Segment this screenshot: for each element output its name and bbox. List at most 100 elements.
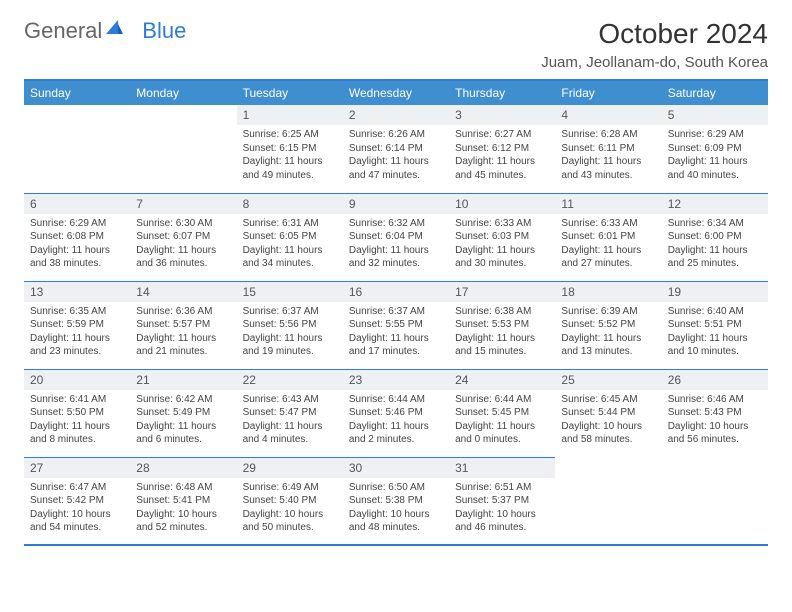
calendar-cell: 23Sunrise: 6:44 AMSunset: 5:46 PMDayligh…	[343, 369, 449, 457]
calendar-cell: 10 Sunrise: 6:33 AMSunset: 6:03 PMDayligh…	[449, 193, 555, 281]
calendar-cell: 16Sunrise: 6:37 AMSunset: 5:55 PMDayligh…	[343, 281, 449, 369]
calendar-cell: 31 Sunrise: 6:51 AMSunset: 5:37 PMDayligh…	[449, 457, 555, 545]
day-details: Sunrise: 6:47 AMSunset: 5:42 PMDaylight:…	[30, 481, 124, 535]
logo-text-general: General	[24, 18, 102, 44]
calendar-cell-empty	[555, 457, 661, 545]
calendar-cell: 22 Sunrise: 6:43 AMSunset: 5:47 PMDayligh…	[237, 369, 343, 457]
logo-sail-icon	[104, 18, 124, 44]
calendar-cell: 2Sunrise: 6:26 AMSunset: 6:14 PMDaylight…	[343, 105, 449, 193]
day-number: 10	[449, 194, 555, 214]
day-number: 3	[449, 105, 555, 125]
weekday-header: Wednesday	[343, 80, 449, 105]
day-details: Sunrise: 6:35 AMSunset: 5:59 PMDaylight:…	[30, 305, 124, 359]
day-details: Sunrise: 6:32 AMSunset: 6:04 PMDaylight:…	[349, 217, 443, 271]
calendar-cell: 5Sunrise: 6:29 AMSunset: 6:09 PMDaylight…	[662, 105, 768, 193]
calendar-cell: 19Sunrise: 6:40 AMSunset: 5:51 PMDayligh…	[662, 281, 768, 369]
calendar-cell: 1Sunrise: 6:25 AMSunset: 6:15 PMDaylight…	[237, 105, 343, 193]
day-number: 5	[662, 105, 768, 125]
day-details: Sunrise: 6:26 AMSunset: 6:14 PMDaylight:…	[349, 128, 443, 182]
calendar-cell: 11Sunrise: 6:33 AMSunset: 6:01 PMDayligh…	[555, 193, 661, 281]
day-details: Sunrise: 6:28 AMSunset: 6:11 PMDaylight:…	[561, 128, 655, 182]
title-block: October 2024 Juam, Jeollanam-do, South K…	[541, 18, 768, 71]
day-number: 16	[343, 282, 449, 302]
day-details: Sunrise: 6:50 AMSunset: 5:38 PMDaylight:…	[349, 481, 443, 535]
day-number: 20	[24, 370, 130, 390]
calendar-cell: 20 Sunrise: 6:41 AMSunset: 5:50 PMDayligh…	[24, 369, 130, 457]
day-number: 30	[343, 458, 449, 478]
day-details: Sunrise: 6:39 AMSunset: 5:52 PMDaylight:…	[561, 305, 655, 359]
day-details: Sunrise: 6:36 AMSunset: 5:57 PMDaylight:…	[136, 305, 230, 359]
calendar-cell: 9 Sunrise: 6:32 AMSunset: 6:04 PMDaylight…	[343, 193, 449, 281]
day-number: 26	[662, 370, 768, 390]
calendar-row: 27 Sunrise: 6:47 AMSunset: 5:42 PMDayligh…	[24, 457, 768, 545]
weekday-header: Tuesday	[237, 80, 343, 105]
calendar-cell: 7 Sunrise: 6:30 AMSunset: 6:07 PMDaylight…	[130, 193, 236, 281]
calendar-row: 6 Sunrise: 6:29 AMSunset: 6:08 PMDaylight…	[24, 193, 768, 281]
calendar-table: SundayMondayTuesdayWednesdayThursdayFrid…	[24, 79, 768, 546]
day-number: 7	[130, 194, 236, 214]
day-details: Sunrise: 6:51 AMSunset: 5:37 PMDaylight:…	[455, 481, 549, 535]
day-details: Sunrise: 6:44 AMSunset: 5:46 PMDaylight:…	[349, 393, 443, 447]
day-number: 9	[343, 194, 449, 214]
calendar-cell: 18 Sunrise: 6:39 AMSunset: 5:52 PMDayligh…	[555, 281, 661, 369]
day-details: Sunrise: 6:33 AMSunset: 6:03 PMDaylight:…	[455, 217, 549, 271]
weekday-header: Thursday	[449, 80, 555, 105]
day-number: 17	[449, 282, 555, 302]
day-details: Sunrise: 6:31 AMSunset: 6:05 PMDaylight:…	[243, 217, 337, 271]
calendar-cell: 15Sunrise: 6:37 AMSunset: 5:56 PMDayligh…	[237, 281, 343, 369]
day-details: Sunrise: 6:30 AMSunset: 6:07 PMDaylight:…	[136, 217, 230, 271]
day-number: 22	[237, 370, 343, 390]
calendar-cell: 4 Sunrise: 6:28 AMSunset: 6:11 PMDaylight…	[555, 105, 661, 193]
calendar-cell: 21 Sunrise: 6:42 AMSunset: 5:49 PMDayligh…	[130, 369, 236, 457]
weekday-header: Friday	[555, 80, 661, 105]
day-number: 14	[130, 282, 236, 302]
calendar-cell: 6 Sunrise: 6:29 AMSunset: 6:08 PMDaylight…	[24, 193, 130, 281]
logo: General Blue	[24, 18, 186, 44]
calendar-cell: 14 Sunrise: 6:36 AMSunset: 5:57 PMDayligh…	[130, 281, 236, 369]
day-number: 12	[662, 194, 768, 214]
day-number: 4	[555, 105, 661, 125]
day-number: 8	[237, 194, 343, 214]
calendar-cell: 29Sunrise: 6:49 AMSunset: 5:40 PMDayligh…	[237, 457, 343, 545]
calendar-cell: 17 Sunrise: 6:38 AMSunset: 5:53 PMDayligh…	[449, 281, 555, 369]
day-number: 31	[449, 458, 555, 478]
day-details: Sunrise: 6:37 AMSunset: 5:56 PMDaylight:…	[243, 305, 337, 359]
day-number: 25	[555, 370, 661, 390]
day-number: 6	[24, 194, 130, 214]
day-details: Sunrise: 6:44 AMSunset: 5:45 PMDaylight:…	[455, 393, 549, 447]
calendar-cell-empty	[662, 457, 768, 545]
day-number: 18	[555, 282, 661, 302]
calendar-cell: 3 Sunrise: 6:27 AMSunset: 6:12 PMDaylight…	[449, 105, 555, 193]
location: Juam, Jeollanam-do, South Korea	[541, 54, 768, 71]
header: General Blue October 2024 Juam, Jeollana…	[24, 18, 768, 71]
calendar-row: 20 Sunrise: 6:41 AMSunset: 5:50 PMDayligh…	[24, 369, 768, 457]
weekday-header: Sunday	[24, 80, 130, 105]
day-details: Sunrise: 6:25 AMSunset: 6:15 PMDaylight:…	[243, 128, 337, 182]
day-details: Sunrise: 6:27 AMSunset: 6:12 PMDaylight:…	[455, 128, 549, 182]
calendar-cell: 25Sunrise: 6:45 AMSunset: 5:44 PMDayligh…	[555, 369, 661, 457]
day-details: Sunrise: 6:43 AMSunset: 5:47 PMDaylight:…	[243, 393, 337, 447]
day-number: 27	[24, 458, 130, 478]
day-number: 24	[449, 370, 555, 390]
day-details: Sunrise: 6:42 AMSunset: 5:49 PMDaylight:…	[136, 393, 230, 447]
weekday-header-row: SundayMondayTuesdayWednesdayThursdayFrid…	[24, 80, 768, 105]
calendar-cell-empty	[130, 105, 236, 193]
day-number: 11	[555, 194, 661, 214]
calendar-cell: 26 Sunrise: 6:46 AMSunset: 5:43 PMDayligh…	[662, 369, 768, 457]
calendar-cell: 12 Sunrise: 6:34 AMSunset: 6:00 PMDayligh…	[662, 193, 768, 281]
day-details: Sunrise: 6:38 AMSunset: 5:53 PMDaylight:…	[455, 305, 549, 359]
day-details: Sunrise: 6:29 AMSunset: 6:08 PMDaylight:…	[30, 217, 124, 271]
day-number: 19	[662, 282, 768, 302]
day-number: 13	[24, 282, 130, 302]
day-details: Sunrise: 6:34 AMSunset: 6:00 PMDaylight:…	[668, 217, 762, 271]
calendar-body: 1Sunrise: 6:25 AMSunset: 6:15 PMDaylight…	[24, 105, 768, 545]
day-details: Sunrise: 6:46 AMSunset: 5:43 PMDaylight:…	[668, 393, 762, 447]
weekday-header: Monday	[130, 80, 236, 105]
day-details: Sunrise: 6:48 AMSunset: 5:41 PMDaylight:…	[136, 481, 230, 535]
day-details: Sunrise: 6:41 AMSunset: 5:50 PMDaylight:…	[30, 393, 124, 447]
calendar-cell: 13 Sunrise: 6:35 AMSunset: 5:59 PMDayligh…	[24, 281, 130, 369]
calendar-cell: 28Sunrise: 6:48 AMSunset: 5:41 PMDayligh…	[130, 457, 236, 545]
calendar-row: 13 Sunrise: 6:35 AMSunset: 5:59 PMDayligh…	[24, 281, 768, 369]
day-number: 21	[130, 370, 236, 390]
calendar-cell: 27 Sunrise: 6:47 AMSunset: 5:42 PMDayligh…	[24, 457, 130, 545]
